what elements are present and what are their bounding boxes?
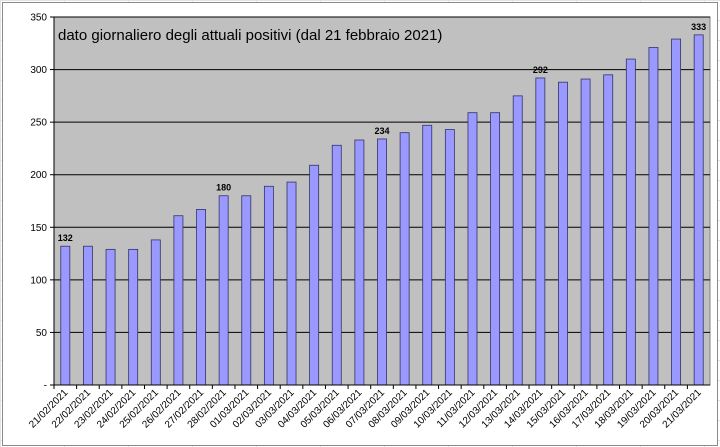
x-axis: 21/02/202122/02/202123/02/202124/02/2021… xyxy=(27,384,710,431)
bar[interactable] xyxy=(196,209,206,386)
y-axis: - 50 100 150 200 250 300 350 xyxy=(30,13,55,392)
y-tick-label: 50 xyxy=(36,328,48,339)
bar[interactable] xyxy=(128,248,139,386)
chart-title: dato giornaliero degli attuali positivi … xyxy=(58,27,442,44)
y-tick-label: 150 xyxy=(30,223,47,234)
bar[interactable] xyxy=(625,58,636,386)
bar[interactable] xyxy=(693,34,704,386)
y-tick-label: 300 xyxy=(30,65,47,76)
bar[interactable] xyxy=(490,112,501,386)
bar[interactable] xyxy=(377,138,387,386)
bar[interactable] xyxy=(535,77,546,386)
bar[interactable] xyxy=(444,129,455,386)
bar[interactable] xyxy=(422,124,433,386)
data-label: 132 xyxy=(58,233,73,243)
data-label: 333 xyxy=(691,22,706,32)
bar[interactable] xyxy=(218,195,229,386)
y-tick-label: 100 xyxy=(30,275,47,286)
bar[interactable] xyxy=(105,248,116,386)
bars xyxy=(60,34,704,386)
bar[interactable] xyxy=(331,144,342,386)
bar[interactable] xyxy=(173,215,184,386)
bar[interactable] xyxy=(309,164,320,386)
bar[interactable] xyxy=(558,81,568,386)
bar[interactable] xyxy=(512,95,523,386)
bar[interactable] xyxy=(399,132,410,386)
bar[interactable] xyxy=(467,112,478,386)
data-label: 292 xyxy=(533,65,548,75)
y-tick-label: - xyxy=(44,381,47,392)
bar[interactable] xyxy=(150,239,161,386)
bar[interactable] xyxy=(241,195,252,386)
bar[interactable] xyxy=(286,181,297,386)
y-tick-label: 200 xyxy=(30,170,47,181)
bar[interactable] xyxy=(263,185,274,386)
bar[interactable] xyxy=(603,74,614,386)
bar[interactable] xyxy=(83,245,93,386)
bar[interactable] xyxy=(648,47,659,386)
y-tick-label: 350 xyxy=(30,13,47,24)
bar[interactable] xyxy=(671,38,681,386)
bar[interactable] xyxy=(580,78,591,386)
data-label: 180 xyxy=(216,183,231,193)
bar[interactable] xyxy=(354,139,365,386)
data-labels: 132 180 234 292 333 xyxy=(58,22,706,243)
y-tick-label: 250 xyxy=(30,118,47,129)
data-label: 234 xyxy=(374,126,389,136)
bar[interactable] xyxy=(60,245,71,386)
